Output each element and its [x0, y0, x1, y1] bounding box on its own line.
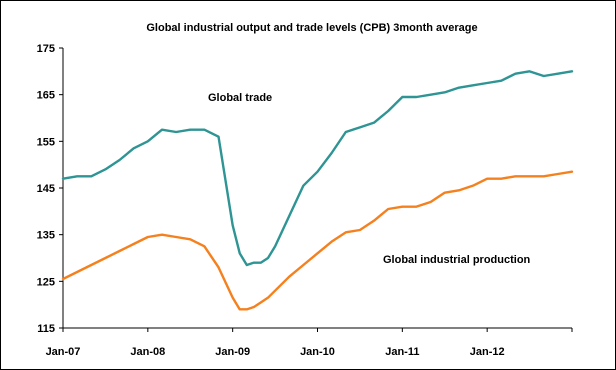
x-tick-label: Jan-09	[215, 346, 250, 358]
x-tick-label: Jan-10	[300, 346, 335, 358]
y-tick-label: 145	[37, 183, 55, 195]
y-tick-label: 175	[37, 43, 55, 55]
y-tick-label: 125	[37, 276, 55, 288]
x-tick-label: Jan-11	[385, 346, 419, 358]
x-tick-label: Jan-12	[470, 346, 505, 358]
series-annotation: Global industrial production	[383, 254, 531, 266]
y-tick-label: 115	[37, 323, 55, 335]
x-tick-label: Jan-08	[130, 346, 165, 358]
y-tick-label: 135	[37, 230, 55, 242]
y-tick-label: 155	[37, 136, 55, 148]
x-tick-label: Jan-07	[46, 346, 81, 358]
chart-annotations: Global trade Global industrial production	[208, 92, 531, 266]
chart-axes: 115 125 135 145 155 165 175 Jan-07 Jan-08 Jan-09 J…	[37, 43, 573, 358]
chart-series-layer	[61, 70, 574, 311]
chart-title: Global industrial output and trade level…	[146, 22, 477, 34]
series-line-global-trade	[61, 70, 574, 267]
series-annotation: Global trade	[208, 92, 272, 104]
y-tick-label: 165	[37, 90, 55, 102]
series-line-global-industrial-production	[61, 170, 574, 311]
